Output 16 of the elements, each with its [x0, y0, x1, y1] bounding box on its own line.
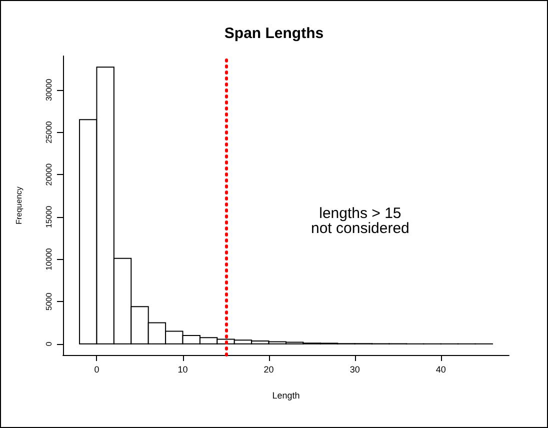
- y-tick-label: 15000: [44, 205, 54, 228]
- chart-title: Span Lengths: [224, 25, 324, 42]
- y-tick-label: 0: [44, 341, 54, 346]
- y-axis-title: Frequency: [14, 186, 24, 224]
- y-tick-label: 25000: [44, 120, 54, 144]
- x-tick-label: 10: [178, 364, 188, 374]
- x-tick-label: 0: [94, 364, 100, 374]
- y-tick-label: 20000: [44, 162, 54, 186]
- x-tick-label: 20: [264, 364, 274, 374]
- y-tick-label: 10000: [44, 248, 54, 270]
- x-tick-label: 30: [350, 364, 360, 374]
- annotation: lengths > 15 not considered: [310, 205, 410, 237]
- y-tick-label: 5000: [44, 292, 54, 310]
- y-tick-label: 30000: [44, 78, 54, 102]
- x-axis-title: Length: [272, 390, 300, 400]
- x-tick-label: 40: [436, 364, 446, 374]
